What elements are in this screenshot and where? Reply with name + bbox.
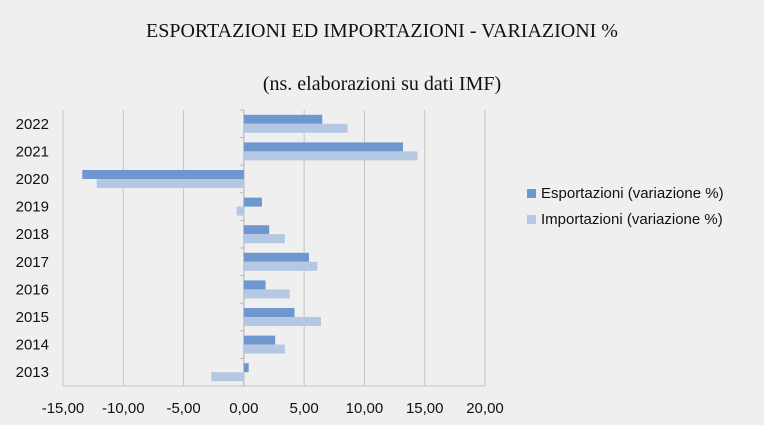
bar-importazioni-2014 — [243, 344, 285, 354]
bar-importazioni-2015 — [243, 317, 322, 326]
legend-label: Importazioni (variazione %) — [541, 211, 723, 228]
x-tick-label: 15,00 — [406, 400, 444, 417]
y-tick-label: 2013 — [16, 364, 49, 381]
bar-esportazioni-2016 — [243, 280, 266, 290]
bar-importazioni-2022 — [243, 123, 348, 133]
x-tick-label: -15,00 — [42, 400, 85, 417]
bar-esportazioni-2022 — [243, 114, 323, 124]
bar-importazioni-2017 — [243, 261, 318, 271]
bar-esportazioni-2015 — [243, 308, 295, 317]
x-tick-label: -5,00 — [166, 400, 200, 417]
y-tick-label: 2016 — [16, 281, 49, 298]
bar-esportazioni-2013 — [243, 363, 249, 373]
bar-esportazioni-2021 — [243, 142, 404, 152]
y-tick-label: 2020 — [16, 171, 49, 188]
y-tick-label: 2022 — [16, 116, 49, 133]
y-tick-label: 2018 — [16, 226, 49, 243]
x-tick-label: 10,00 — [346, 400, 384, 417]
bar-importazioni-2021 — [243, 151, 418, 161]
bar-esportazioni-2019 — [243, 197, 262, 207]
y-tick-label: 2014 — [16, 337, 49, 354]
bar-esportazioni-2014 — [243, 335, 276, 345]
x-tick-label: 5,00 — [290, 400, 319, 417]
chart-subtitle: (ns. elaborazioni su dati IMF) — [262, 73, 502, 95]
bar-importazioni-2020 — [96, 179, 244, 188]
chart-title: ESPORTAZIONI ED IMPORTAZIONI - VARIAZION… — [146, 20, 618, 42]
x-tick-label: 0,00 — [229, 400, 258, 417]
bar-esportazioni-2017 — [243, 252, 309, 262]
bar-esportazioni-2020 — [82, 170, 244, 179]
legend-swatch — [527, 189, 536, 198]
x-tick-label: -10,00 — [102, 400, 145, 417]
bar-importazioni-2018 — [243, 234, 285, 244]
bar-esportazioni-2018 — [243, 225, 270, 235]
x-tick-label: 20,00 — [466, 400, 504, 417]
legend-label: Esportazioni (variazione %) — [541, 185, 724, 202]
y-tick-label: 2021 — [16, 143, 49, 160]
bar-importazioni-2013 — [211, 372, 244, 382]
y-tick-label: 2017 — [16, 254, 49, 271]
legend-swatch — [527, 215, 536, 224]
bar-importazioni-2019 — [236, 206, 244, 216]
y-tick-label: 2019 — [16, 199, 49, 216]
y-tick-label: 2015 — [16, 309, 49, 326]
bar-importazioni-2016 — [243, 289, 290, 299]
